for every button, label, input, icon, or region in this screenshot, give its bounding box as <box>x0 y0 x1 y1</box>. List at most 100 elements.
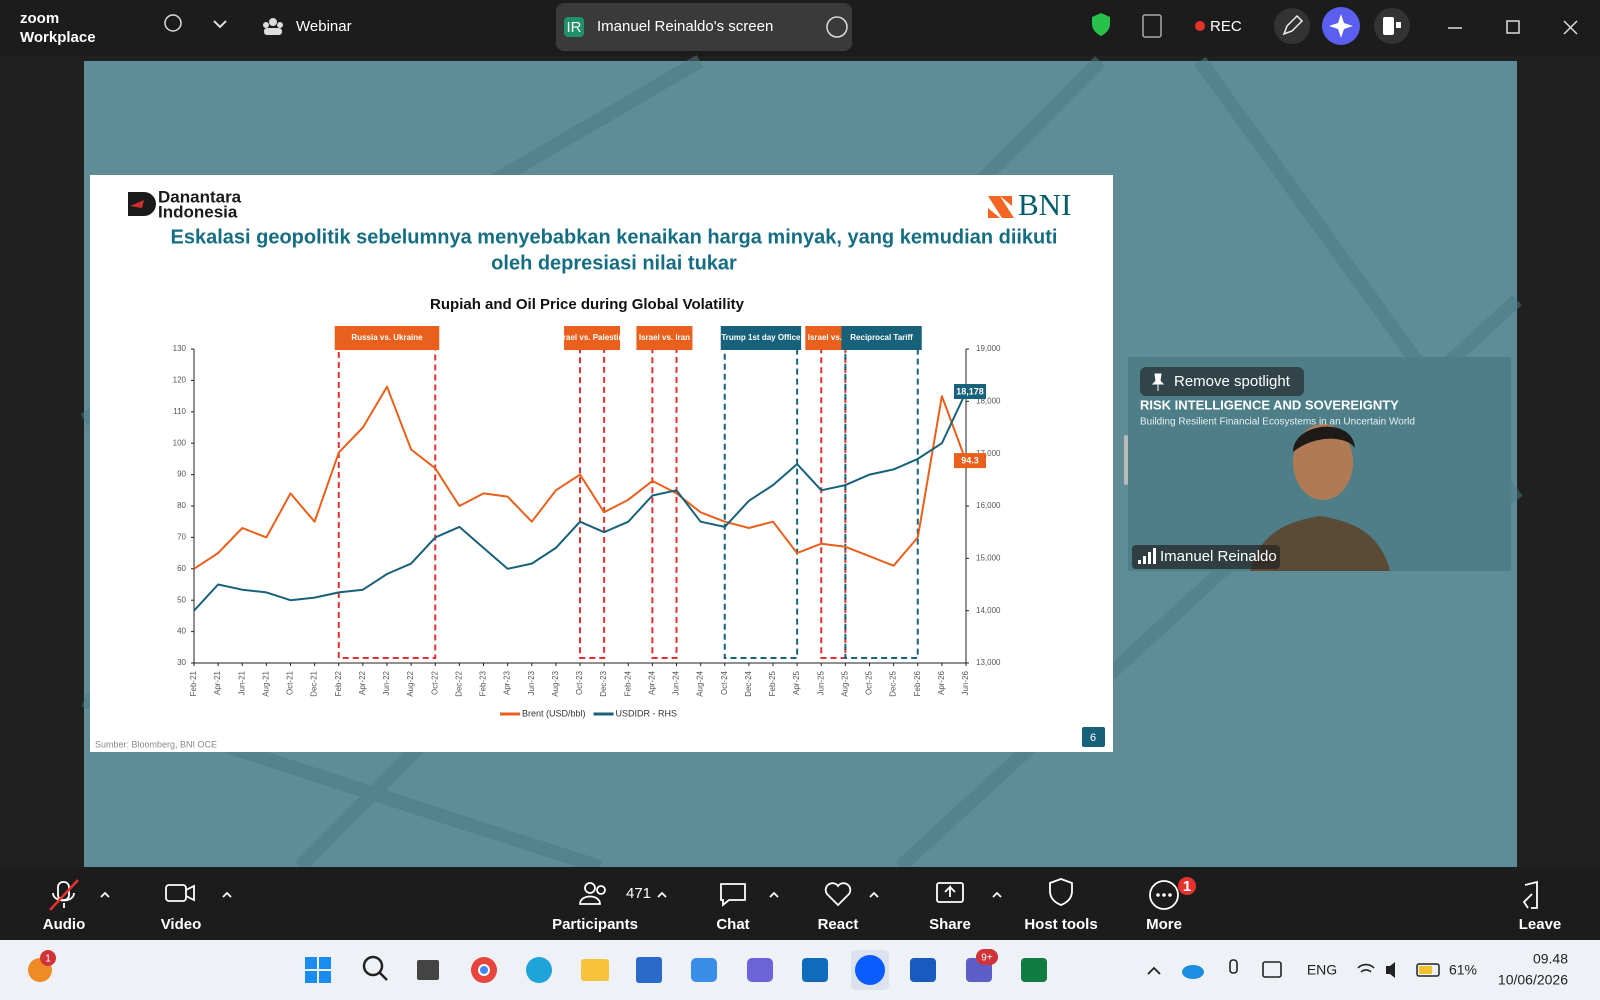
x-tick-label: Jun-25 <box>816 670 825 695</box>
tray-app[interactable] <box>1262 961 1282 978</box>
share-menu[interactable] <box>826 16 848 38</box>
meeting-toolbar <box>0 867 1600 940</box>
x-tick-label: Feb-21 <box>189 670 198 696</box>
y2-tick-label: 17,000 <box>976 449 1001 458</box>
x-tick-label: Aug-25 <box>840 670 849 696</box>
value-label-box <box>954 384 986 400</box>
slide <box>90 175 1113 752</box>
slide-title: oleh depresiasi nilai tukar <box>491 252 737 274</box>
webinar-label: Webinar <box>296 18 352 35</box>
event-label-box <box>636 326 693 350</box>
event-label: Israel vs. Iran <box>639 333 690 342</box>
page-number: 6 <box>1090 732 1096 744</box>
logo-zoom: zoom <box>20 10 59 27</box>
rec-label[interactable]: REC <box>1210 18 1242 35</box>
event-box <box>337 340 437 659</box>
onedrive[interactable] <box>1182 965 1204 979</box>
y2-tick-label: 18,000 <box>976 396 1001 405</box>
page-number-box <box>1082 727 1105 747</box>
mic-tray[interactable] <box>1229 959 1238 974</box>
event-box <box>844 340 919 659</box>
language[interactable]: ENG <box>1307 962 1337 978</box>
security-icon[interactable] <box>1092 13 1110 36</box>
chat-button[interactable]: Chat <box>716 916 749 933</box>
rec-dot <box>1195 21 1205 31</box>
event-label: Reciprocal Tariff <box>850 333 913 342</box>
x-tick-label: Feb-23 <box>479 670 488 696</box>
remove-spotlight[interactable] <box>1140 367 1304 396</box>
y-tick-label: 130 <box>173 344 187 353</box>
value-label-box <box>954 453 986 469</box>
event-label-box <box>334 326 440 350</box>
signal-icon <box>1138 548 1156 564</box>
x-tick-label: Apr-23 <box>503 670 512 695</box>
y-tick-label: 80 <box>177 501 186 510</box>
tray-expand[interactable] <box>1147 966 1161 975</box>
y2-tick-label: 19,000 <box>976 344 1001 353</box>
battery-level: 61% <box>1449 962 1477 978</box>
event-box <box>723 340 799 659</box>
teams-badge-count: 9+ <box>981 953 993 964</box>
react-button[interactable]: React <box>818 916 859 933</box>
x-tick-label: Feb-26 <box>913 670 922 696</box>
more-button[interactable]: More <box>1146 916 1182 933</box>
x-tick-label: Aug-22 <box>406 670 415 696</box>
event-label-box <box>564 326 621 350</box>
y2-tick-label: 13,000 <box>976 658 1001 667</box>
x-tick-label: Apr-25 <box>792 670 801 695</box>
x-tick-label: Oct-23 <box>575 670 584 695</box>
notes-icon[interactable] <box>1142 14 1162 38</box>
x-tick-label: Oct-21 <box>286 670 295 695</box>
info-icon[interactable] <box>164 14 182 32</box>
clock-date[interactable]: 10/06/2026 <box>1498 972 1568 988</box>
x-tick-label: Jun-21 <box>237 670 246 695</box>
remove-spotlight-label[interactable]: Remove spotlight <box>1174 373 1291 390</box>
dropdown-icon[interactable] <box>213 20 227 29</box>
event-label: Russia vs. Ukraine <box>351 333 423 342</box>
x-tick-label: Aug-24 <box>696 670 705 696</box>
legend-label: Brent (USD/bbl) <box>522 708 586 718</box>
audio-button[interactable]: Audio <box>43 916 86 933</box>
x-tick-label: Oct-24 <box>720 670 729 695</box>
participant-count: 471 <box>626 885 651 902</box>
series-line <box>193 391 967 612</box>
event-label-box <box>720 326 802 350</box>
bni-logo <box>988 196 1014 218</box>
wifi[interactable] <box>1357 963 1375 973</box>
share-pill[interactable] <box>556 3 852 51</box>
slide-source: Sumber: Bloomberg, BNI OCE <box>95 739 217 749</box>
y-tick-label: 100 <box>173 438 187 447</box>
annotate-button[interactable] <box>1274 8 1310 44</box>
host-tools-button[interactable]: Host tools <box>1024 916 1097 933</box>
leave-button[interactable]: Leave <box>1519 916 1562 933</box>
chart: 30 40 50 60 70 80 90 100 110 120 130 13,000 14,000 15… <box>173 326 1001 718</box>
y2-tick-label: 15,000 <box>976 553 1001 562</box>
volume[interactable] <box>1386 962 1395 978</box>
y-tick-label: 70 <box>177 533 186 542</box>
x-tick-label: Jun-24 <box>672 670 681 695</box>
restore[interactable] <box>1506 20 1520 34</box>
resize-handle[interactable] <box>1124 435 1128 485</box>
value-label: 18,178 <box>956 386 984 396</box>
x-tick-label: Aug-21 <box>261 670 270 696</box>
taskbar <box>0 940 1600 1000</box>
close[interactable] <box>1563 20 1578 35</box>
more-badge-count: 1 <box>1183 878 1191 895</box>
clock-time[interactable]: 09.48 <box>1533 951 1568 967</box>
share-button[interactable]: Share <box>929 916 971 933</box>
x-tick-label: Aug-23 <box>551 670 560 696</box>
x-tick-label: Dec-23 <box>599 670 608 696</box>
x-tick-label: Feb-25 <box>768 670 777 696</box>
battery-icon[interactable] <box>1416 963 1440 977</box>
taskbar-apps[interactable] <box>305 950 1047 990</box>
x-tick-label: Oct-25 <box>865 670 874 695</box>
participants-button[interactable]: Participants <box>552 916 638 933</box>
event-label-box <box>841 326 922 350</box>
video-button[interactable]: Video <box>161 916 202 933</box>
app-badge <box>40 950 56 966</box>
x-tick-label: Apr-21 <box>213 670 222 695</box>
y-tick-label: 90 <box>177 470 186 479</box>
x-tick-label: Apr-24 <box>647 670 656 695</box>
banner-subtitle: Building Resilient Financial Ecosystems … <box>1140 417 1415 428</box>
